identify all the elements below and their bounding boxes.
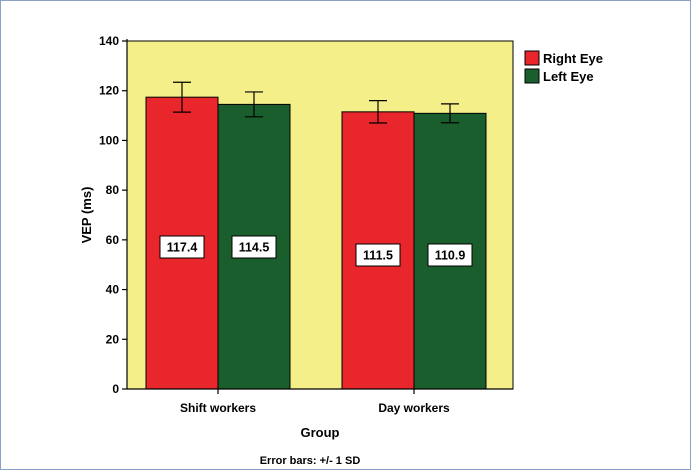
legend-swatch-right-eye: [524, 50, 540, 66]
data-label-box: [355, 243, 401, 267]
x-tick-label: Day workers: [378, 401, 450, 415]
data-label-box: [159, 235, 205, 259]
y-tick-label: 120: [99, 84, 119, 98]
data-label-box: [231, 235, 277, 259]
y-tick-label: 80: [106, 183, 120, 197]
data-label: 110.9: [435, 249, 466, 263]
data-label: 111.5: [363, 249, 393, 263]
legend-label-right-eye: Right Eye: [543, 51, 603, 66]
y-tick-label: 20: [106, 332, 120, 346]
legend-swatch-left-eye: [524, 68, 540, 84]
error-bar-footnote: Error bars: +/- 1 SD: [260, 455, 361, 467]
legend: Right Eye Left Eye: [524, 50, 603, 84]
y-tick-label: 140: [99, 34, 119, 48]
data-label: 114.5: [239, 241, 270, 255]
data-label: 117.4: [167, 241, 198, 255]
y-tick-label: 60: [106, 233, 120, 247]
x-tick-label: Shift workers: [180, 401, 256, 415]
legend-label-left-eye: Left Eye: [543, 69, 594, 84]
y-tick-label: 0: [112, 382, 119, 396]
data-label-box: [427, 243, 473, 267]
y-tick-label: 40: [106, 283, 120, 297]
x-axis-title: Group: [301, 425, 340, 440]
y-tick-label: 100: [99, 133, 119, 147]
y-axis-title: VEP (ms): [79, 187, 94, 244]
